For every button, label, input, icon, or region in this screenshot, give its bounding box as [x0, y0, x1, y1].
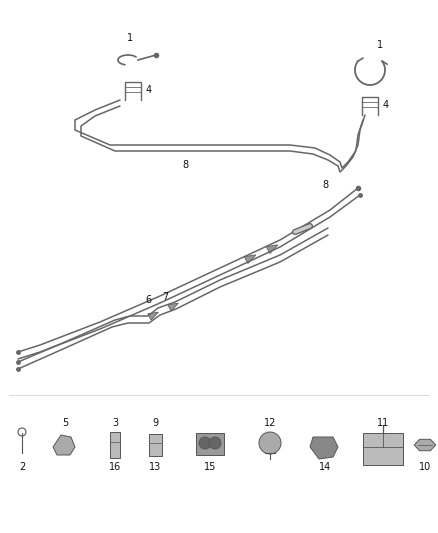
Text: 10: 10 — [419, 462, 431, 472]
Text: 9: 9 — [152, 418, 158, 428]
Text: 16: 16 — [109, 462, 121, 472]
Text: 7: 7 — [162, 292, 168, 302]
Text: 2: 2 — [19, 462, 25, 472]
Text: 12: 12 — [264, 418, 276, 428]
Polygon shape — [148, 312, 158, 320]
Text: 1: 1 — [377, 40, 383, 50]
Text: 13: 13 — [149, 462, 161, 472]
Bar — [148, 434, 162, 456]
Text: 11: 11 — [377, 418, 389, 428]
Polygon shape — [244, 255, 256, 263]
Text: 8: 8 — [182, 160, 188, 170]
Polygon shape — [168, 303, 178, 311]
Text: 5: 5 — [62, 418, 68, 428]
Bar — [363, 433, 403, 465]
Text: 4: 4 — [146, 85, 152, 95]
Bar — [196, 433, 224, 455]
Text: 8: 8 — [322, 180, 328, 190]
Text: 15: 15 — [204, 462, 216, 472]
Text: 4: 4 — [383, 100, 389, 110]
Polygon shape — [414, 439, 436, 451]
Bar — [110, 432, 120, 458]
Circle shape — [199, 437, 211, 449]
Text: 6: 6 — [145, 295, 151, 305]
Circle shape — [259, 432, 281, 454]
Polygon shape — [310, 437, 338, 459]
Text: 1: 1 — [127, 33, 133, 43]
Circle shape — [209, 437, 221, 449]
Polygon shape — [53, 435, 75, 455]
Text: 3: 3 — [112, 418, 118, 428]
Text: 14: 14 — [319, 462, 331, 472]
Polygon shape — [266, 245, 278, 254]
